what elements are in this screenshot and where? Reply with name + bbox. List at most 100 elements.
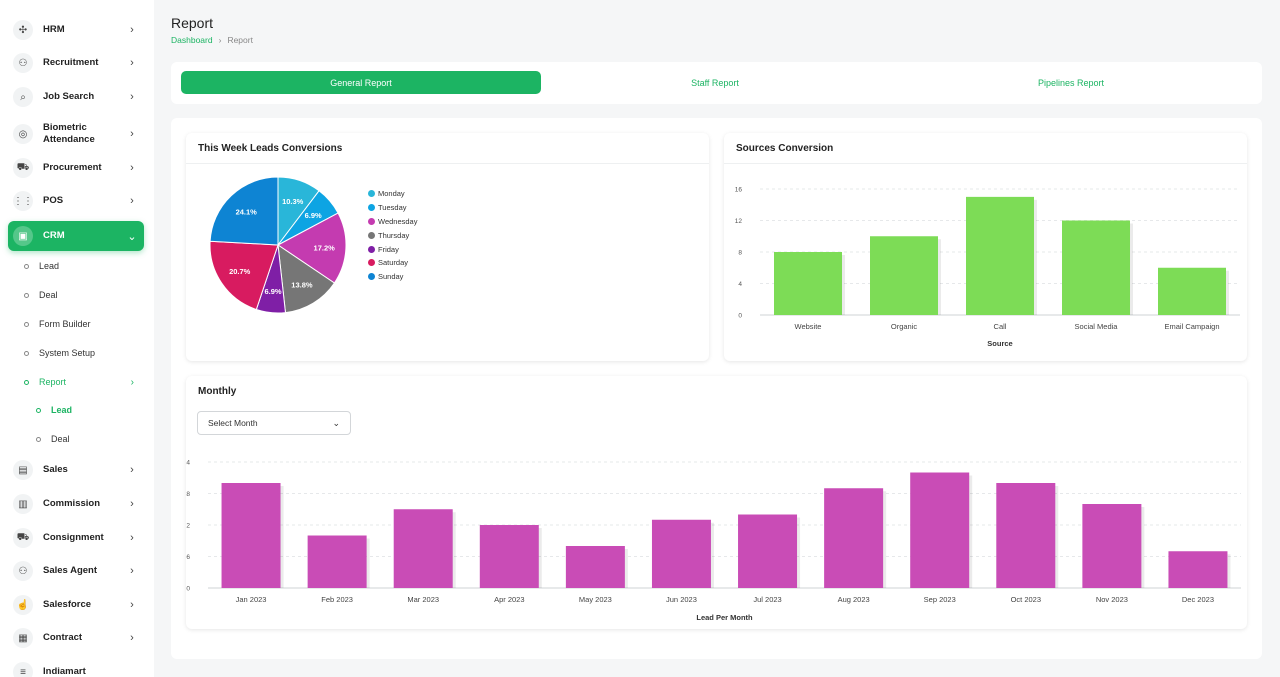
x-tick-label: Jul 2023 xyxy=(753,595,781,604)
tab-staff-report[interactable]: Staff Report xyxy=(691,77,739,88)
crm-sub-label: Report xyxy=(39,377,67,387)
breadcrumb: Dashboard › Report xyxy=(171,35,253,45)
y-tick-label: 24 xyxy=(186,460,190,467)
x-tick-label: Organic xyxy=(891,322,918,331)
legend-item-saturday[interactable]: Saturday xyxy=(368,256,417,270)
pie-slice-thursday[interactable] xyxy=(277,243,336,314)
legend-item-monday[interactable]: Monday xyxy=(368,187,417,201)
sidebar-item-salesforce[interactable]: ☝ Salesforce › xyxy=(8,590,144,620)
bar-jan-2023[interactable] xyxy=(221,483,281,588)
bar-sep-2023[interactable] xyxy=(910,472,970,589)
bar-organic[interactable] xyxy=(870,236,938,315)
sidebar-item-sales-agent[interactable]: ⚇ Sales Agent › xyxy=(8,556,144,586)
sidebar-item-crm[interactable]: ▣ CRM ⌄ xyxy=(8,221,144,251)
legend-swatch xyxy=(368,217,375,225)
sources-panel-title: Sources Conversion xyxy=(736,143,834,154)
y-tick-label: 18 xyxy=(186,491,190,498)
legend-item-wednesday[interactable]: Wednesday xyxy=(368,215,417,229)
sidebar-item-hrm[interactable]: ✣ HRM › xyxy=(8,15,144,45)
bar-jul-2023[interactable] xyxy=(738,514,798,589)
month-select-value: Select Month xyxy=(208,418,258,428)
sidebar-item-label: Consignment xyxy=(43,532,104,543)
crm-sub-system-setup[interactable]: System Setup xyxy=(24,343,144,363)
sidebar-item-biometric-attendance[interactable]: ◎ Biometric Attendance › xyxy=(8,117,144,151)
crm-sub-label: Lead xyxy=(39,261,60,271)
y-tick-label: 0 xyxy=(738,313,742,320)
sidebar-item-procurement[interactable]: ⛟ Procurement › xyxy=(8,153,144,183)
pie-slice-sunday[interactable] xyxy=(209,176,279,246)
monthly-panel: Monthly Select Month ⌄ 0 6 12 18 24 Jan 2023 F… xyxy=(186,376,1247,629)
report-sub-lead[interactable]: Lead xyxy=(36,400,154,420)
sidebar-item-label: HRM xyxy=(43,24,65,35)
month-select[interactable]: Select Month ⌄ xyxy=(197,411,351,435)
legend-swatch xyxy=(368,231,375,239)
report-sub-label: Lead xyxy=(51,405,73,415)
y-tick-label: 12 xyxy=(735,218,743,225)
sidebar-item-commission[interactable]: ▥ Commission › xyxy=(8,489,144,519)
leads-panel-title: This Week Leads Conversions xyxy=(198,143,343,154)
sidebar-item-pos[interactable]: ⋮⋮ POS › xyxy=(8,186,144,216)
sidebar-item-sales[interactable]: ▤ Sales › xyxy=(8,455,144,485)
bar-call[interactable] xyxy=(966,196,1034,315)
crm-icon: ▣ xyxy=(13,226,33,246)
legend-item-sunday[interactable]: Sunday xyxy=(368,270,417,284)
tab-general-report[interactable]: General Report xyxy=(181,71,541,94)
bar-social-media[interactable] xyxy=(1062,220,1130,316)
sidebar-item-label: Sales xyxy=(43,464,68,475)
bar-oct-2023[interactable] xyxy=(996,483,1056,588)
x-tick-label: Nov 2023 xyxy=(1096,595,1128,604)
crm-sub-form-builder[interactable]: Form Builder xyxy=(24,314,144,334)
bar-aug-2023[interactable] xyxy=(824,488,884,588)
x-tick-label: Feb 2023 xyxy=(321,595,353,604)
sidebar-item-label: Job Search xyxy=(43,91,95,102)
legend-label: Sunday xyxy=(378,272,404,282)
legend-item-tuesday[interactable]: Tuesday xyxy=(368,201,417,215)
sidebar-item-label: Biometric Attendance xyxy=(43,122,95,145)
bar-may-2023[interactable] xyxy=(565,546,625,588)
bar-dec-2023[interactable] xyxy=(1168,551,1228,588)
pie-slice-saturday[interactable] xyxy=(209,240,279,311)
bullet-icon xyxy=(24,321,29,327)
bar-website[interactable] xyxy=(774,252,842,315)
x-tick-label: Jan 2023 xyxy=(236,595,267,604)
x-tick-label: Oct 2023 xyxy=(1011,595,1041,604)
bar-nov-2023[interactable] xyxy=(1082,504,1142,588)
sources-conversion-panel: Sources Conversion 0 4 8 12 16 Website Organic… xyxy=(724,133,1247,361)
tab-pipelines-report[interactable]: Pipelines Report xyxy=(1037,77,1105,88)
report-content: This Week Leads Conversions 10.3% 6.9% 17.… xyxy=(171,118,1262,659)
sidebar-item-contract[interactable]: ▦ Contract › xyxy=(8,623,144,653)
sidebar-item-job-search[interactable]: ⌕ Job Search › xyxy=(8,82,144,112)
x-tick-label: Jun 2023 xyxy=(666,595,697,604)
crm-sub-report[interactable]: Report › xyxy=(24,372,144,392)
sidebar-item-indiamart[interactable]: ≡ Indiamart xyxy=(8,657,144,677)
bar-jun-2023[interactable] xyxy=(651,519,711,588)
breadcrumb-dashboard-link[interactable]: Dashboard xyxy=(171,35,213,45)
leads-conversion-panel: This Week Leads Conversions 10.3% 6.9% 17.… xyxy=(186,133,709,361)
legend-item-thursday[interactable]: Thursday xyxy=(368,228,417,242)
x-tick-label: Apr 2023 xyxy=(494,595,524,604)
bullet-icon xyxy=(36,407,41,413)
bar-feb-2023[interactable] xyxy=(307,535,367,589)
sidebar-item-consignment[interactable]: ⛟ Consignment › xyxy=(8,523,144,553)
leads-pie-chart: 10.3%6.9%17.2%13.8%6.9%20.7%24.1% xyxy=(209,176,347,314)
bar-apr-2023[interactable] xyxy=(479,525,539,588)
crm-sub-lead[interactable]: Lead xyxy=(24,256,144,276)
bar-email-campaign[interactable] xyxy=(1158,267,1226,315)
sidebar-item-label: Procurement xyxy=(43,162,102,173)
chevron-down-icon: ⌄ xyxy=(332,417,340,428)
sources-panel-divider xyxy=(724,163,1247,164)
pie-slice-wednesday[interactable] xyxy=(277,212,347,284)
sidebar-item-label: Commission xyxy=(43,498,101,509)
report-sub-label: Deal xyxy=(51,434,70,444)
legend-label: Tuesday xyxy=(378,203,407,213)
legend-swatch xyxy=(368,245,375,253)
report-sub-deal[interactable]: Deal xyxy=(36,429,154,449)
crm-sub-deal[interactable]: Deal xyxy=(24,285,144,305)
crm-sub-label: Deal xyxy=(39,290,58,300)
bar-mar-2023[interactable] xyxy=(393,509,453,588)
chevron-right-icon: › xyxy=(130,632,134,644)
x-tick-label: Email Campaign xyxy=(1164,322,1219,331)
report-tabs: General Report Staff Report Pipelines Re… xyxy=(171,62,1262,104)
sidebar-item-recruitment[interactable]: ⚇ Recruitment › xyxy=(8,48,144,78)
legend-item-friday[interactable]: Friday xyxy=(368,242,417,256)
